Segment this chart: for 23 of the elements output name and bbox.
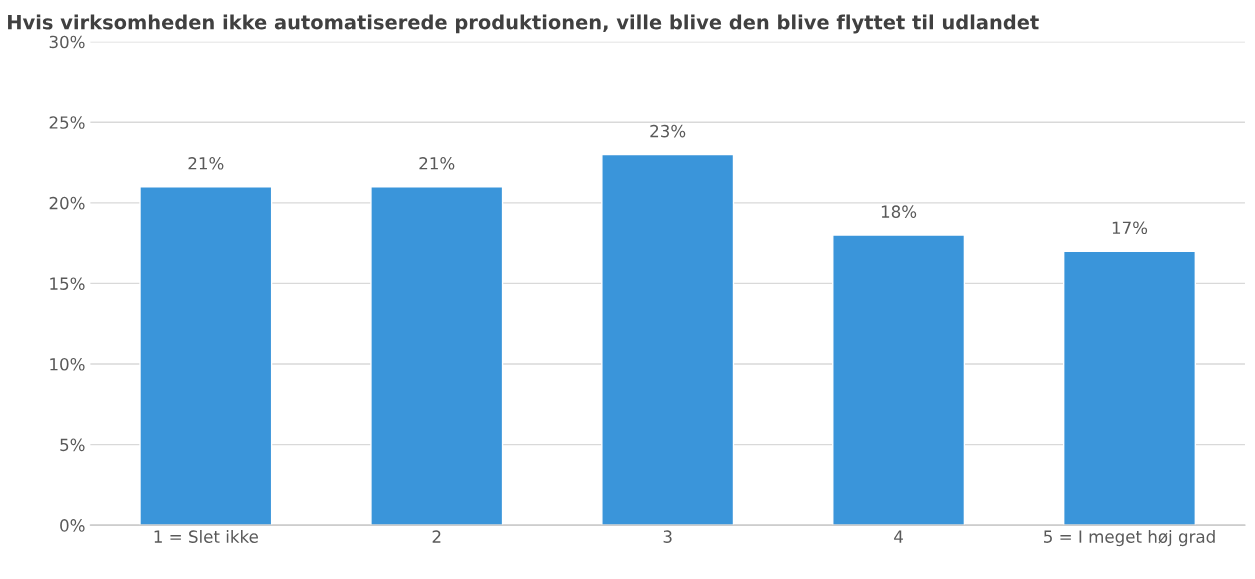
bar bbox=[601, 153, 735, 526]
data-label: 23% bbox=[650, 124, 686, 138]
data-label: 18% bbox=[881, 205, 917, 218]
bar bbox=[370, 186, 504, 526]
data-label: 21% bbox=[419, 157, 455, 170]
bar bbox=[832, 234, 966, 526]
y-tick-label: 25% bbox=[49, 116, 85, 129]
y-tick-label: 20% bbox=[49, 196, 85, 210]
y-tick-label: 15% bbox=[50, 277, 85, 290]
x-tick-label: 3 bbox=[663, 530, 672, 543]
x-tick-label: 5 = I meget høj grad bbox=[1044, 530, 1215, 547]
bar bbox=[1062, 250, 1197, 526]
bar bbox=[139, 186, 273, 526]
y-tick-label: 10% bbox=[50, 357, 85, 371]
y-tick-label: 5% bbox=[60, 438, 85, 452]
y-tick-label: 30% bbox=[49, 35, 85, 49]
x-tick-label: 1 = Slet ikke bbox=[154, 530, 258, 543]
y-tick-label: 0% bbox=[60, 519, 85, 532]
x-tick-label: 4 bbox=[894, 530, 903, 543]
data-label: 21% bbox=[188, 157, 224, 170]
chart-title: Hvis virksomheden ikke automatiserede produktionen, ville blive den blive flyttet til udlandet bbox=[8, 14, 1039, 34]
data-label: 17% bbox=[1112, 221, 1148, 235]
x-tick-label: 2 bbox=[432, 530, 441, 543]
